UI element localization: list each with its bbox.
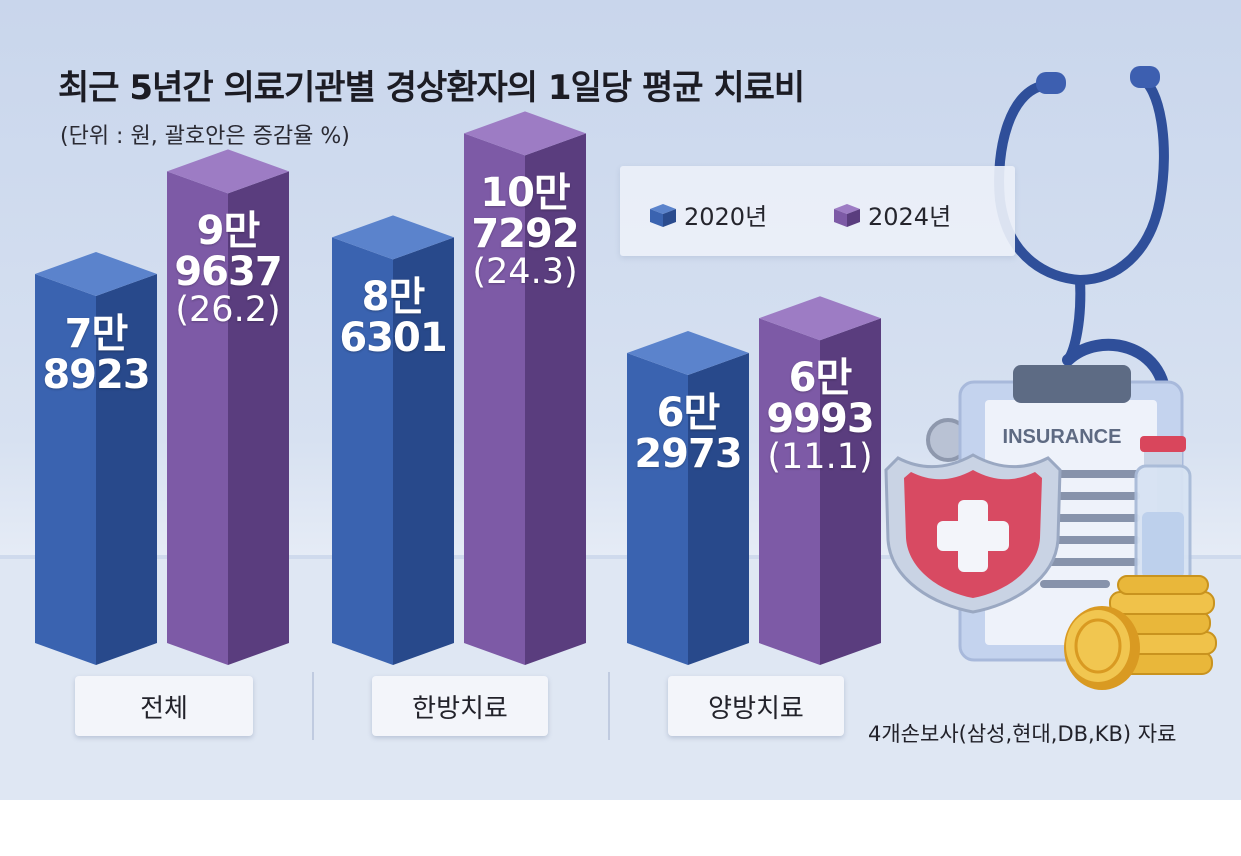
bar-face-top bbox=[464, 111, 586, 156]
value-label-2020-2: 6만 2973 bbox=[627, 393, 749, 475]
value-label-2024-2: 6만 9993 (11.1) bbox=[759, 358, 881, 475]
bar-face-left bbox=[332, 237, 393, 665]
value-label-top: 7만 bbox=[64, 310, 129, 357]
bar-face-left bbox=[167, 171, 228, 666]
chart-title: 최근 5년간 의료기관별 경상환자의 1일당 평균 치료비 bbox=[58, 68, 805, 108]
bar-face-right bbox=[820, 318, 881, 665]
bar-face-left bbox=[627, 352, 688, 665]
value-label-main: 7292 bbox=[471, 211, 579, 258]
legend: 2020년 2024년 bbox=[620, 166, 1015, 256]
value-label-top: 9만 bbox=[196, 208, 261, 255]
value-label-main: 9993 bbox=[766, 396, 874, 442]
value-label-2020-0: 7만 8923 bbox=[35, 314, 157, 396]
category-label-oriental: 한방치료 bbox=[372, 676, 548, 736]
bar-face-left bbox=[464, 133, 525, 665]
bar-2024-0 bbox=[167, 149, 289, 666]
value-label-main: 8923 bbox=[42, 351, 150, 398]
source-note: 4개손보사(삼성,현대,DB,KB) 자료 bbox=[868, 722, 1177, 746]
category-label-western: 양방치료 bbox=[668, 676, 844, 736]
bar-face-top bbox=[759, 296, 881, 341]
legend-label-2024: 2024년 bbox=[868, 203, 952, 231]
value-label-top: 10만 bbox=[480, 170, 570, 217]
bar-face-right bbox=[525, 133, 586, 665]
legend-swatch-2020 bbox=[650, 203, 676, 227]
chart-canvas: INSURANCE bbox=[0, 66, 1241, 800]
shield-icon bbox=[884, 453, 1062, 614]
bar-face-left bbox=[35, 273, 96, 665]
value-label-main: 9637 bbox=[174, 249, 282, 296]
bars-group bbox=[35, 111, 881, 666]
clipboard-label: INSURANCE bbox=[1003, 426, 1122, 448]
bar-2020-2 bbox=[627, 330, 749, 665]
vial-icon bbox=[1134, 436, 1192, 586]
value-label-pct: (24.3) bbox=[472, 252, 578, 292]
value-label-top: 6만 bbox=[788, 355, 853, 402]
infographic: INSURANCE bbox=[0, 0, 1241, 800]
category-label-total: 전체 bbox=[75, 676, 253, 736]
bar-2020-1 bbox=[332, 215, 454, 665]
value-label-2024-0: 9만 9637 (26.2) bbox=[167, 211, 289, 328]
horizon-line bbox=[0, 555, 1241, 559]
value-label-top: 6만 bbox=[656, 389, 721, 436]
value-label-main: 2973 bbox=[634, 430, 742, 477]
bar-face-top bbox=[167, 149, 289, 194]
value-label-2024-1: 10만 7292 (24.3) bbox=[464, 173, 586, 290]
bar-2024-1 bbox=[464, 111, 586, 665]
bar-face-left bbox=[759, 318, 820, 665]
bar-face-top bbox=[627, 330, 749, 375]
bar-face-right bbox=[228, 171, 289, 666]
value-label-2020-1: 8만 6301 bbox=[332, 277, 454, 359]
bar-face-top bbox=[35, 251, 157, 296]
bar-face-right bbox=[688, 352, 749, 665]
value-label-top: 8만 bbox=[361, 274, 426, 321]
legend-label-2020: 2020년 bbox=[684, 203, 768, 231]
value-label-main: 6301 bbox=[339, 315, 447, 362]
chart-subtitle: (단위 : 원, 괄호안은 증감율 %) bbox=[60, 124, 350, 149]
bar-face-top bbox=[332, 215, 454, 260]
legend-swatch-2024 bbox=[834, 203, 860, 227]
legend-item-2024: 2024년 bbox=[832, 197, 951, 232]
bar-2024-2 bbox=[759, 296, 881, 665]
legend-item-2020: 2020년 bbox=[648, 197, 767, 232]
value-label-pct: (26.2) bbox=[175, 289, 281, 330]
coins-icon bbox=[1064, 575, 1217, 690]
value-label-pct: (11.1) bbox=[767, 436, 873, 477]
bar-face-right bbox=[393, 237, 454, 665]
bar-2020-0 bbox=[35, 251, 157, 665]
bar-face-right bbox=[96, 273, 157, 665]
